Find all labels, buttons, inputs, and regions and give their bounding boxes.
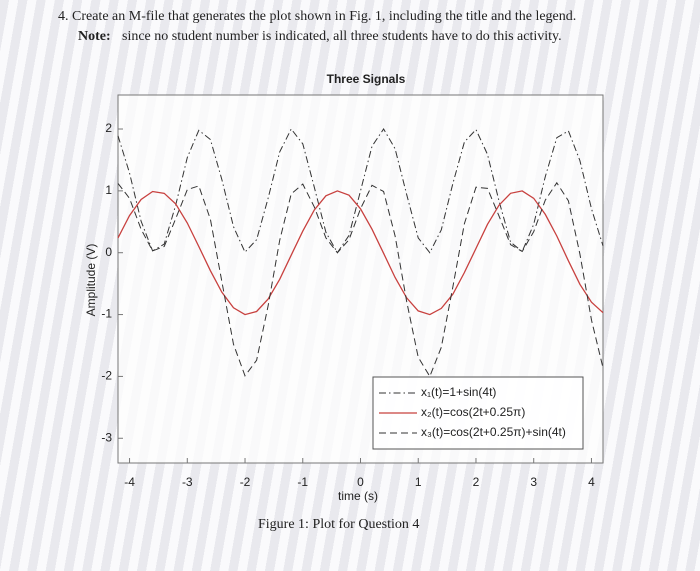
legend-label: x₃(t)=cos(2t+0.25π)+sin(4t) [421,425,566,439]
caption: Figure 1: Plot for Question 4 [258,517,419,532]
x-tick-label: -2 [240,475,251,489]
note: since no student number is indicated, al… [122,29,562,44]
y-axis-label: Amplitude (V) [84,244,98,317]
y-tick-label: -1 [101,307,112,321]
series-line [117,190,604,316]
y-tick-label: -2 [101,369,112,383]
y-tick-label: 2 [105,121,112,135]
x-tick-label: -4 [124,475,135,489]
x-tick-label: -3 [182,475,193,489]
legend-label: x₂(t)=cos(2t+0.25π) [421,405,525,419]
series-line [117,181,604,378]
series-line [117,128,604,254]
y-tick-label: 1 [105,183,112,197]
x-axis-label: time (s) [338,489,378,503]
y-tick-label: -3 [101,430,112,444]
x-tick-label: 4 [588,475,595,489]
legend-label: x₁(t)=1+sin(4t) [421,385,496,399]
note-label: Note: [78,29,111,44]
chart-title: Three Signals [327,72,406,86]
x-tick-label: 0 [357,475,364,489]
x-tick-label: -1 [297,475,308,489]
y-tick-label: 0 [105,245,112,259]
question: 4. Create an M-file that generates the p… [58,9,576,24]
x-tick-label: 2 [473,475,480,489]
x-tick-label: 1 [415,475,422,489]
x-tick-label: 3 [530,475,537,489]
